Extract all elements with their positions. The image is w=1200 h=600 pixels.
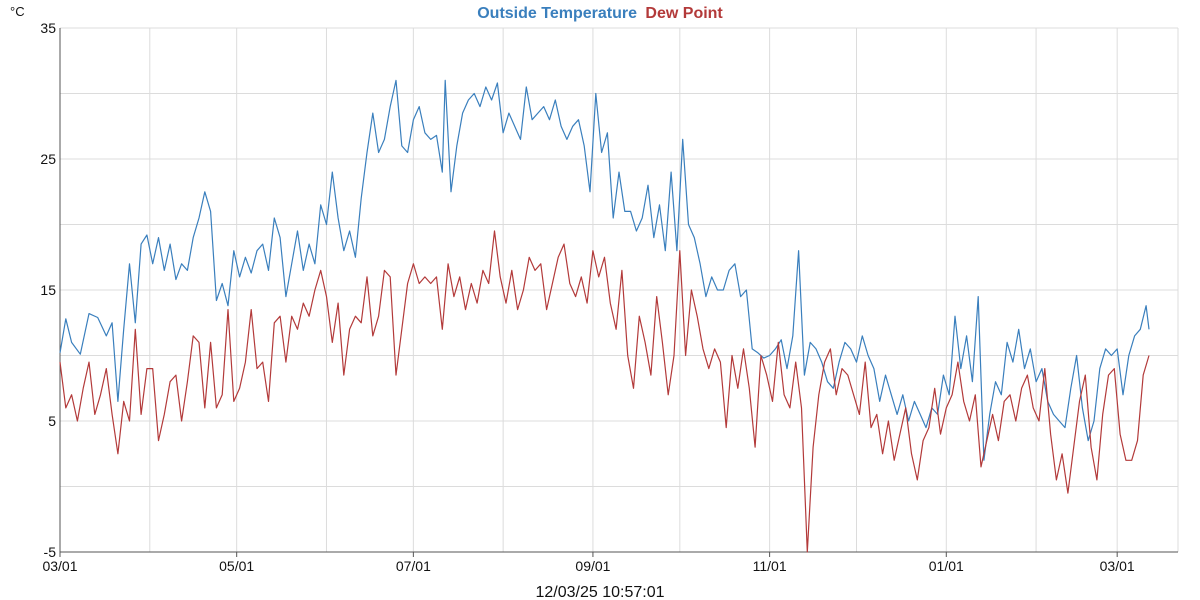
x-tick-label: 07/01 <box>396 558 431 574</box>
tick-labels: -5 5 15 25 35 03/01 05/01 07/01 09/01 11/01 01/01 0… <box>40 20 1134 574</box>
timestamp-footer: 12/03/25 10:57:01 <box>535 584 664 600</box>
chart-title: Outside Temperature Dew Point <box>477 5 723 22</box>
series-lines <box>59 79 1150 553</box>
x-tick-label: 03/01 <box>1100 558 1135 574</box>
grid <box>60 27 1179 553</box>
x-tick-label: 05/01 <box>219 558 254 574</box>
series-line-outside-temperature <box>59 79 1150 461</box>
y-tick-label: 15 <box>40 282 56 298</box>
title-dew-point: Dew Point <box>645 5 723 22</box>
series-line-dew-point <box>59 230 1150 553</box>
y-tick-label: 5 <box>48 413 56 429</box>
title-outside-temperature: Outside Temperature <box>477 5 637 22</box>
x-tick-label: 03/01 <box>42 558 77 574</box>
x-tick-label: 01/01 <box>929 558 964 574</box>
x-tick-label: 09/01 <box>575 558 610 574</box>
x-tick-label: 11/01 <box>753 558 787 574</box>
y-tick-label: 25 <box>40 151 56 167</box>
y-tick-label: -5 <box>44 544 57 560</box>
y-tick-label: 35 <box>40 20 56 36</box>
y-unit-label: °C <box>10 4 25 19</box>
axes <box>59 28 1178 557</box>
